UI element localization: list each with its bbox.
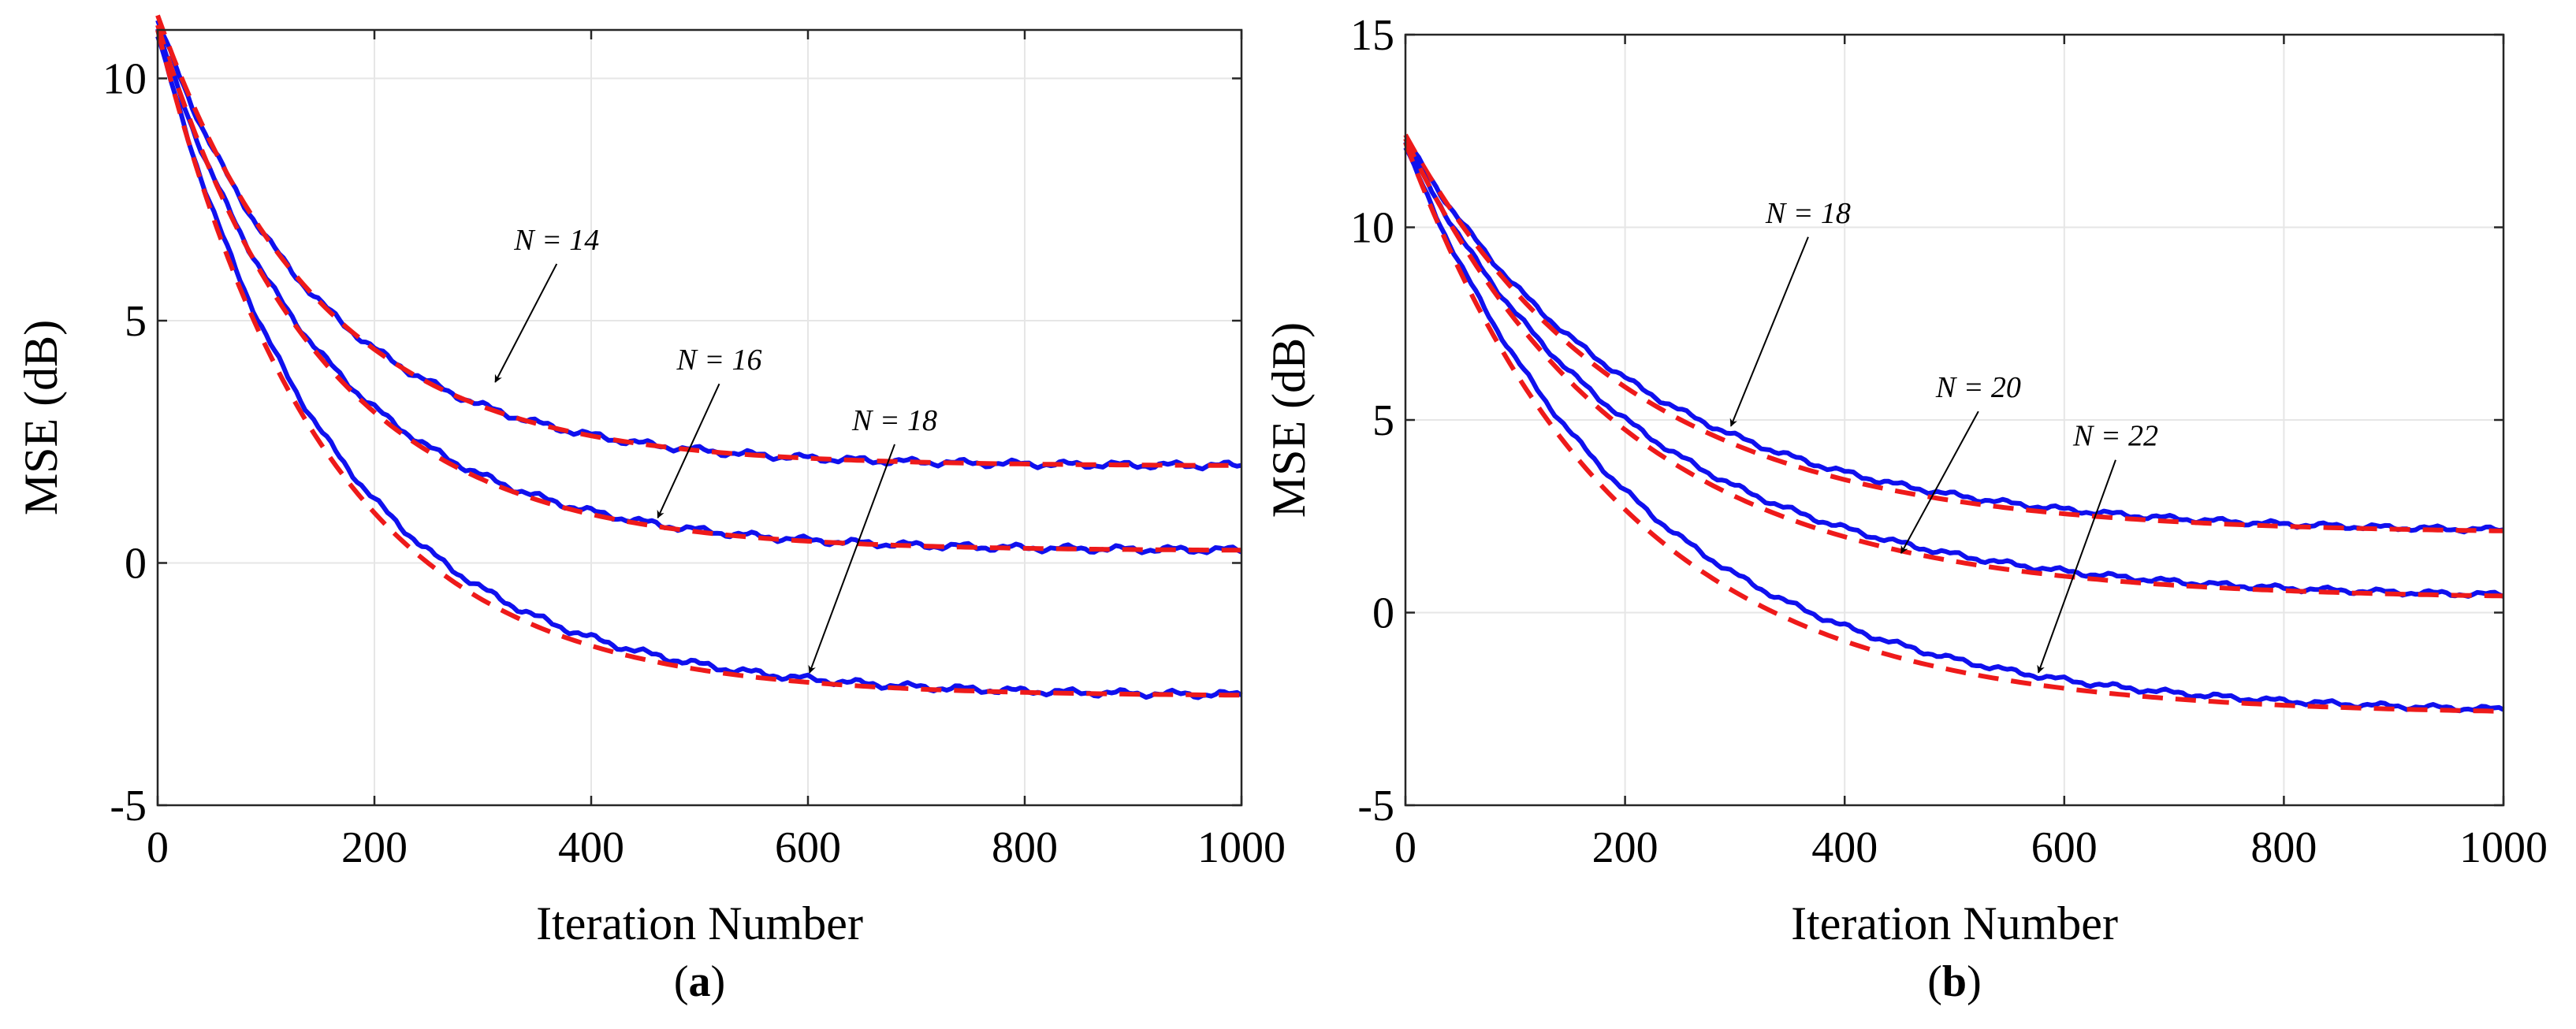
panel-caption: (b)	[1927, 957, 1981, 1006]
series-line	[1403, 137, 2504, 535]
y-tick-label: 15	[1350, 11, 1394, 60]
series-line	[155, 29, 1242, 698]
x-tick-label: 400	[558, 823, 624, 872]
annotation-arrow	[1900, 410, 1979, 555]
y-tick-label: 5	[125, 297, 147, 346]
y-tick-label: 0	[125, 540, 147, 589]
annotation-label: N = 18	[851, 404, 937, 437]
x-tick-label: 1000	[1197, 823, 1286, 872]
annotation-label: N = 14	[513, 224, 599, 257]
plot-area	[158, 30, 1241, 805]
x-tick-label: 1000	[2459, 823, 2548, 872]
y-axis-label: MSE (dB)	[1263, 322, 1315, 518]
series-line	[1403, 140, 2505, 599]
y-tick-label: 10	[102, 55, 147, 104]
series-line	[155, 35, 1243, 700]
annotation-arrow	[657, 383, 720, 519]
y-tick-label: 5	[1372, 396, 1394, 445]
x-tick-label: 800	[2250, 823, 2317, 872]
y-tick-label: 0	[1372, 589, 1394, 638]
series-line	[155, 24, 1242, 553]
series-line	[1403, 141, 2504, 714]
series-line	[1403, 146, 2505, 714]
series-line	[155, 19, 1242, 472]
annotation-label: N = 22	[2072, 420, 2158, 453]
x-tick-label: 600	[2031, 823, 2098, 872]
annotation-arrow	[1729, 236, 1809, 427]
annotation-arrow	[494, 263, 558, 383]
x-tick-label: 800	[992, 823, 1058, 872]
annotation-label: N = 16	[676, 344, 762, 377]
y-axis-label: MSE (dB)	[15, 320, 67, 515]
annotation-arrow	[808, 444, 895, 674]
series-line	[1403, 137, 2504, 599]
axes-frame	[156, 28, 1243, 807]
x-tick-label: 200	[341, 823, 408, 872]
series-line	[155, 14, 1241, 468]
x-tick-label: 0	[1394, 823, 1416, 872]
x-axis-label: Iteration Number	[1791, 897, 2118, 949]
annotation-arrow	[2037, 459, 2116, 674]
y-tick-label: 10	[1350, 204, 1394, 253]
x-axis-label: Iteration Number	[536, 897, 863, 949]
y-tick-label: -5	[110, 782, 147, 830]
annotation-label: N = 18	[1765, 197, 1851, 230]
annotation-label: N = 20	[1935, 371, 2021, 404]
panel-caption: (a)	[674, 957, 725, 1006]
y-tick-label: -5	[1357, 782, 1394, 830]
x-tick-label: 0	[147, 823, 169, 872]
x-tick-label: 400	[1811, 823, 1878, 872]
x-tick-label: 200	[1592, 823, 1658, 872]
x-tick-label: 600	[775, 823, 841, 872]
